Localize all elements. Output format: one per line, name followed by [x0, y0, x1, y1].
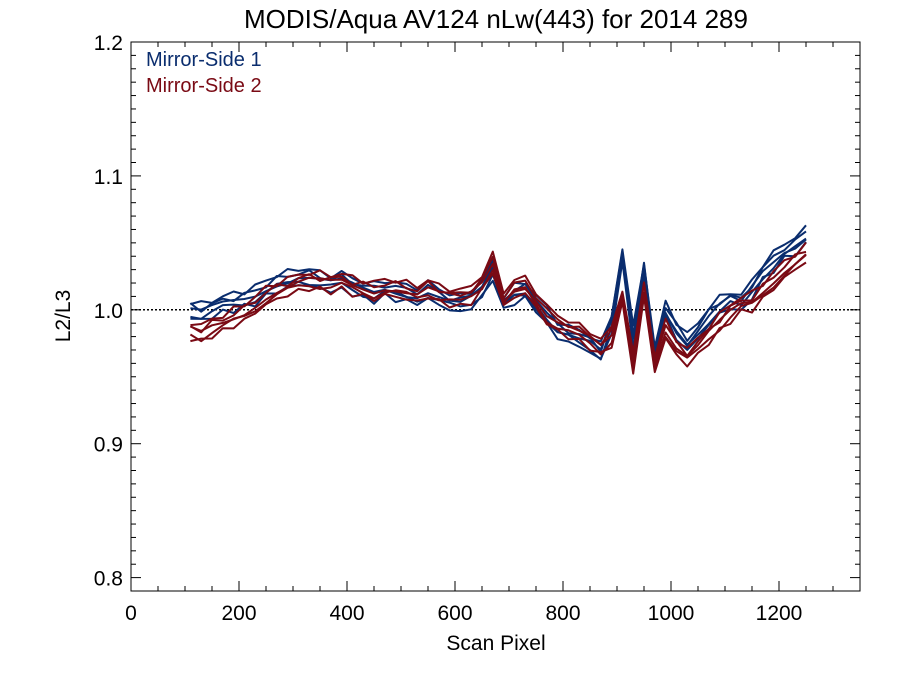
y-axis-label: L2/L3 [52, 290, 75, 343]
series-1-line [190, 241, 807, 369]
series-2 [189, 241, 807, 375]
x-tick-label: 800 [545, 602, 580, 625]
y-tick-label: 0.8 [94, 568, 123, 591]
x-axis-label: Scan Pixel [446, 632, 545, 655]
x-tick-label: 600 [437, 602, 472, 625]
x-tick-label: 400 [329, 602, 364, 625]
series-2-line [190, 254, 807, 368]
legend-entry-2: Mirror-Side 2 [146, 75, 262, 97]
x-tick-label: 1200 [756, 602, 803, 625]
tick-layer: 0 200 400 600 800 1000 1200 0.8 0.9 1.0 1.1 1.2 [94, 32, 861, 625]
series-1-line [190, 238, 807, 360]
series-2-line [190, 241, 807, 359]
series-2-line [189, 253, 807, 371]
plot-frame [130, 41, 861, 592]
y-tick-label: 0.9 [94, 434, 123, 457]
x-tick-label: 1000 [648, 602, 695, 625]
legend-entry-1: Mirror-Side 1 [146, 49, 262, 71]
legend: Mirror-Side 1 Mirror-Side 2 [146, 49, 262, 97]
x-tick-label: 200 [221, 602, 256, 625]
x-tick-label: 0 [125, 602, 137, 625]
y-tick-label: 1.1 [94, 166, 123, 189]
series-layer [189, 224, 807, 375]
y-tick-label: 1.0 [94, 300, 123, 323]
series-2-line [189, 250, 807, 364]
y-tick-label: 1.2 [94, 32, 123, 55]
chart-title: MODIS/Aqua AV124 nLw(443) for 2014 289 [244, 4, 748, 34]
